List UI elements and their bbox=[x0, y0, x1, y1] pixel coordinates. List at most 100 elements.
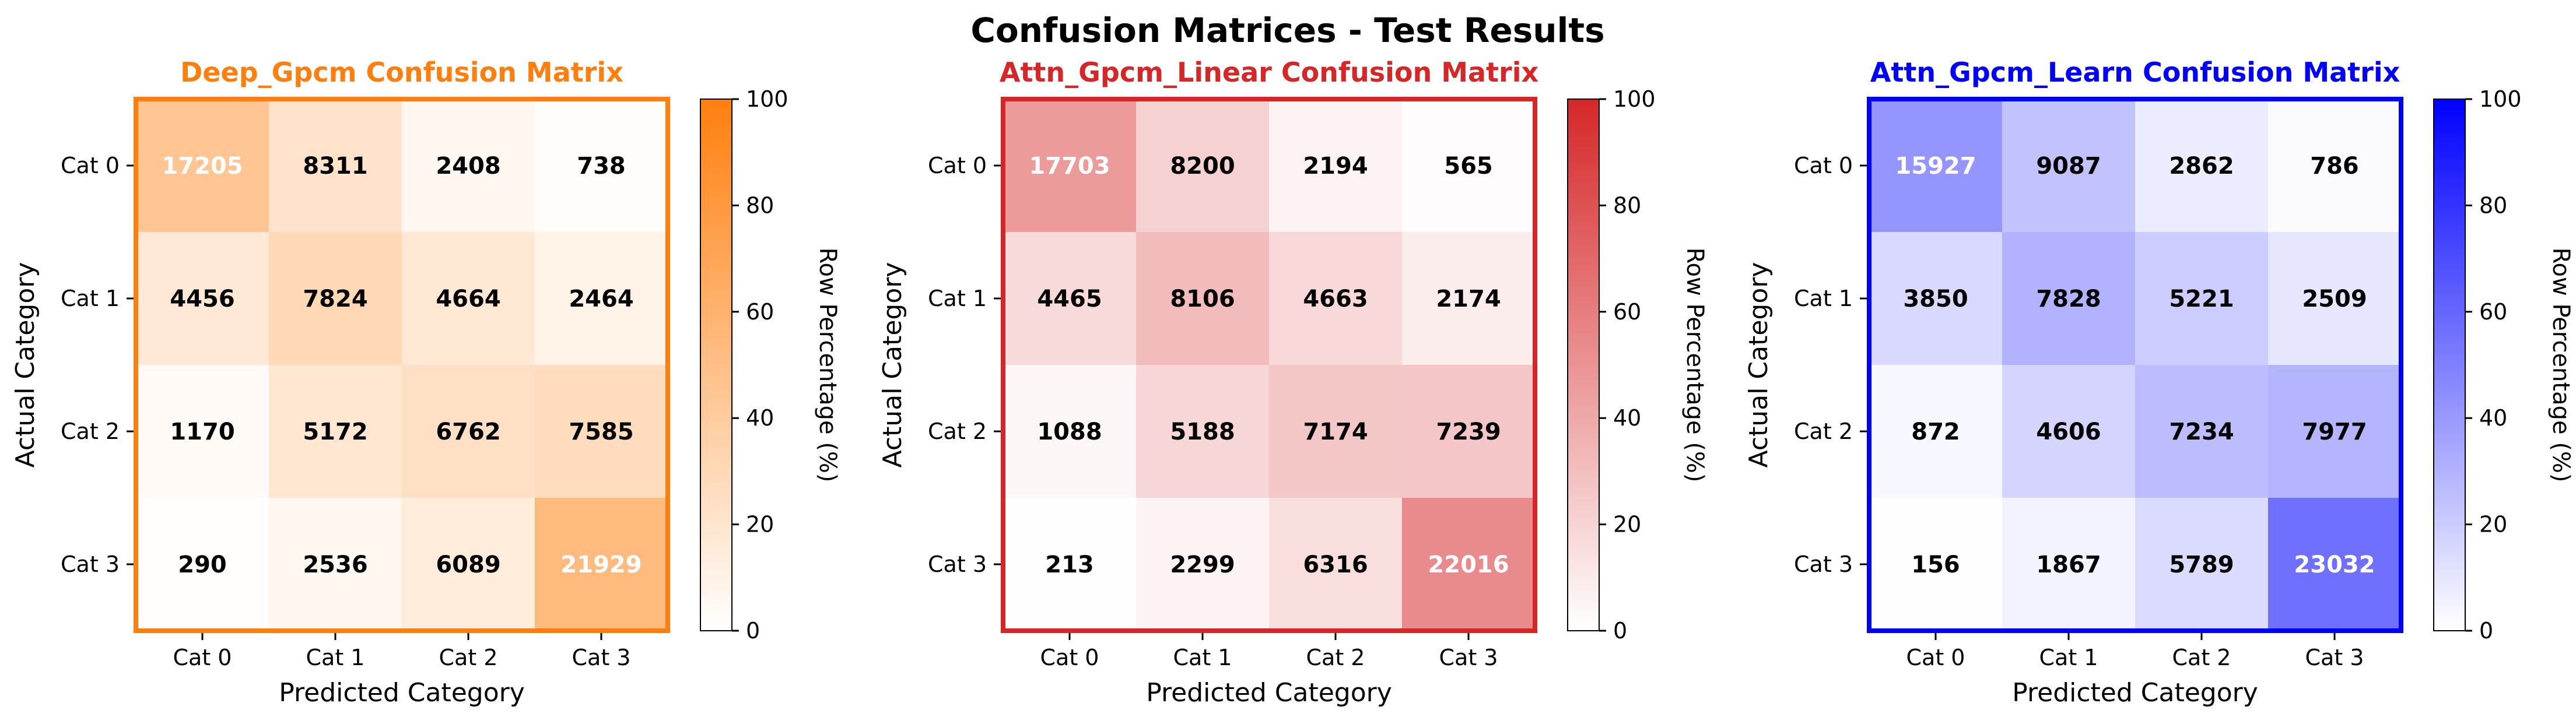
cell-value-label: 8200 bbox=[1170, 153, 1235, 180]
heatmap-panel-2: Attn_Gpcm_Learn Confusion Matrix 15927 908… bbox=[1744, 57, 2574, 708]
panel-title: Deep_Gpcm Confusion Matrix bbox=[180, 57, 623, 88]
cell-value-label: 9087 bbox=[2036, 153, 2101, 180]
heatmap-cell bbox=[136, 232, 269, 365]
cell-value-label: 2464 bbox=[569, 286, 633, 312]
cell-value-label: 1170 bbox=[170, 419, 234, 445]
heatmap-cell bbox=[1869, 99, 2002, 232]
colorbar-tick-label: 40 bbox=[746, 405, 774, 431]
cell-value-label: 2174 bbox=[1436, 286, 1501, 312]
heatmap-cell bbox=[136, 99, 269, 232]
colorbar-tick-label: 20 bbox=[1613, 512, 1641, 537]
y-tick-label: Cat 0 bbox=[61, 153, 120, 178]
cell-value-label: 6762 bbox=[436, 419, 500, 445]
colorbar-tick-label: 80 bbox=[1613, 192, 1641, 218]
x-tick-label: Cat 0 bbox=[1906, 645, 1965, 670]
colorbar-tick-label: 40 bbox=[1613, 405, 1641, 431]
colorbar-tick-label: 80 bbox=[746, 192, 774, 218]
y-tick-label: Cat 2 bbox=[1794, 419, 1853, 444]
x-tick-label: Cat 0 bbox=[173, 645, 232, 670]
cell-value-label: 786 bbox=[2310, 153, 2359, 180]
cell-value-label: 7977 bbox=[2302, 419, 2367, 445]
cell-value-label: 738 bbox=[577, 153, 626, 180]
heatmap-cell bbox=[402, 232, 535, 365]
cell-value-label: 4663 bbox=[1303, 286, 1368, 312]
y-tick-label: Cat 1 bbox=[61, 286, 120, 311]
colorbar-label: Row Percentage (%) bbox=[2547, 248, 2574, 483]
cell-value-label: 7239 bbox=[1436, 419, 1501, 445]
colorbar-tick-label: 100 bbox=[2479, 86, 2522, 112]
heatmap-cell bbox=[1136, 232, 1269, 365]
colorbar bbox=[1567, 99, 1600, 631]
heatmap-cell bbox=[1003, 99, 1136, 232]
heatmap-panel-1: Attn_Gpcm_Linear Confusion Matrix 17703 82… bbox=[878, 57, 1708, 708]
heatmap-cell bbox=[269, 498, 402, 631]
heatmap-cell bbox=[1402, 99, 1535, 232]
panels: Deep_Gpcm Confusion Matrix 17205 8311 2408 7… bbox=[10, 57, 2574, 708]
y-axis-label: Actual Category bbox=[1744, 262, 1774, 468]
heatmap-cell bbox=[1269, 99, 1402, 232]
colorbar-tick-label: 60 bbox=[1613, 299, 1641, 325]
y-axis-label: Actual Category bbox=[878, 262, 907, 468]
cell-value-label: 22016 bbox=[1428, 551, 1509, 578]
heatmap-cell bbox=[136, 498, 269, 631]
y-tick-label: Cat 0 bbox=[1794, 153, 1853, 178]
heatmap-cell bbox=[1269, 232, 1402, 365]
heatmap-cell bbox=[1136, 365, 1269, 498]
y-tick-label: Cat 3 bbox=[61, 551, 120, 577]
y-tick-label: Cat 1 bbox=[928, 286, 987, 311]
colorbar-label: Row Percentage (%) bbox=[814, 248, 841, 483]
x-tick-label: Cat 3 bbox=[2305, 645, 2364, 670]
heatmap-cell bbox=[1402, 232, 1535, 365]
x-tick-label: Cat 1 bbox=[1173, 645, 1232, 670]
cell-value-label: 3850 bbox=[1903, 286, 1968, 312]
colorbar-label: Row Percentage (%) bbox=[1681, 248, 1708, 483]
heatmap-cell bbox=[2268, 365, 2401, 498]
cell-value-label: 5172 bbox=[303, 419, 367, 445]
cell-value-label: 1867 bbox=[2036, 551, 2101, 578]
heatmap-cell bbox=[2002, 99, 2135, 232]
colorbar-tick-label: 0 bbox=[2479, 618, 2493, 644]
heatmap-cell bbox=[1003, 498, 1136, 631]
cell-value-label: 156 bbox=[1911, 551, 1960, 578]
cell-value-label: 565 bbox=[1444, 153, 1493, 180]
colorbar-tick-label: 0 bbox=[746, 618, 760, 644]
x-tick-label: Cat 2 bbox=[1306, 645, 1365, 670]
heatmap-cell bbox=[2002, 498, 2135, 631]
heatmap-cell bbox=[402, 365, 535, 498]
cell-value-label: 6089 bbox=[436, 551, 500, 578]
colorbar-tick-label: 0 bbox=[1613, 618, 1627, 644]
heatmap-cell bbox=[2002, 232, 2135, 365]
cell-value-label: 15927 bbox=[1895, 153, 1976, 180]
cell-value-label: 2299 bbox=[1170, 551, 1235, 578]
x-axis-label: Predicted Category bbox=[1146, 678, 1392, 708]
heatmap-cell bbox=[1869, 365, 2002, 498]
heatmap-cell bbox=[535, 232, 668, 365]
cell-value-label: 6316 bbox=[1303, 551, 1368, 578]
heatmap-cell bbox=[1003, 365, 1136, 498]
panel-title: Attn_Gpcm_Learn Confusion Matrix bbox=[1870, 57, 2400, 88]
colorbar-tick-label: 20 bbox=[746, 512, 774, 537]
cell-value-label: 5789 bbox=[2169, 551, 2234, 578]
matrix-frame bbox=[1001, 97, 1537, 633]
heatmap-cell bbox=[1402, 498, 1535, 631]
cell-value-label: 5188 bbox=[1170, 419, 1235, 445]
cell-value-label: 7174 bbox=[1303, 419, 1368, 445]
heatmap-cell bbox=[1869, 498, 2002, 631]
cell-value-label: 23032 bbox=[2294, 551, 2375, 578]
cell-value-label: 1088 bbox=[1037, 419, 1102, 445]
heatmap-cell bbox=[269, 99, 402, 232]
heatmap-cell bbox=[1869, 232, 2002, 365]
cell-value-label: 8106 bbox=[1170, 286, 1235, 312]
cell-value-label: 21929 bbox=[560, 551, 642, 578]
x-tick-label: Cat 1 bbox=[2039, 645, 2098, 670]
cell-value-label: 7585 bbox=[569, 419, 633, 445]
heatmap-cell bbox=[2135, 365, 2268, 498]
colorbar-tick-label: 40 bbox=[2479, 405, 2507, 431]
matrix-frame bbox=[134, 97, 670, 633]
heatmap-cell bbox=[2135, 498, 2268, 631]
x-tick-label: Cat 1 bbox=[306, 645, 365, 670]
figure-title: Confusion Matrices - Test Results bbox=[970, 10, 1604, 50]
heatmap-cell bbox=[269, 232, 402, 365]
cell-value-label: 7828 bbox=[2036, 286, 2101, 312]
y-tick-label: Cat 3 bbox=[1794, 551, 1853, 577]
